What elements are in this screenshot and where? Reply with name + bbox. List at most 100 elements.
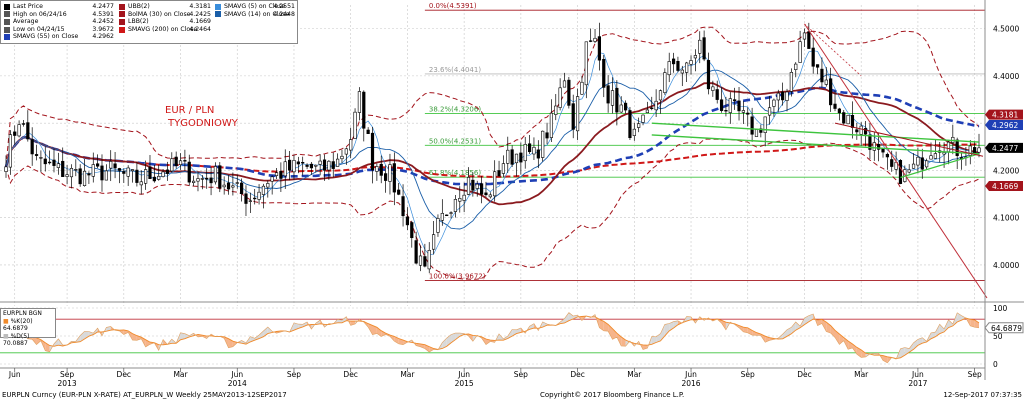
price-axis-tick: 4.1000 bbox=[993, 214, 1019, 223]
candle-body bbox=[114, 164, 117, 168]
candle-body bbox=[336, 159, 339, 166]
candle-body bbox=[131, 170, 134, 171]
x-axis-month-label: Sep bbox=[60, 370, 74, 379]
legend-label: Average bbox=[13, 18, 38, 26]
candle-body bbox=[655, 101, 658, 110]
candle-body bbox=[842, 113, 845, 124]
candle-body bbox=[358, 91, 361, 112]
candle-body bbox=[31, 140, 34, 154]
footer: EURPLN Curncy (EUR-PLN X-RATE) AT_EURPLN… bbox=[0, 391, 1024, 401]
candle-body bbox=[306, 165, 309, 166]
candle-body bbox=[585, 42, 588, 85]
candle-body bbox=[27, 123, 30, 139]
candle-body bbox=[572, 104, 575, 130]
candle-body bbox=[240, 183, 243, 194]
candle-body bbox=[463, 195, 466, 200]
candle-body bbox=[768, 108, 771, 115]
candle-body bbox=[467, 177, 470, 194]
candle-body bbox=[576, 97, 579, 131]
legend-label: High on 06/24/16 bbox=[13, 11, 67, 19]
candle-body bbox=[554, 106, 557, 115]
legend-value: 4.2448 bbox=[273, 11, 295, 19]
legend-swatch bbox=[215, 4, 221, 10]
candle-body bbox=[419, 256, 422, 265]
candle-body bbox=[851, 115, 854, 127]
candle-body bbox=[838, 109, 841, 113]
candle-body bbox=[127, 168, 130, 176]
price-label-text: 4.2477 bbox=[992, 144, 1018, 153]
candle-body bbox=[188, 162, 191, 182]
price-label-text: 4.3181 bbox=[992, 111, 1018, 120]
candle-body bbox=[550, 113, 553, 137]
chart-title-line1: EUR / PLN bbox=[165, 105, 214, 116]
candle-body bbox=[166, 170, 169, 174]
candle-body bbox=[611, 91, 614, 106]
candle-body bbox=[476, 184, 479, 188]
candle-body bbox=[258, 192, 261, 199]
candle-body bbox=[441, 213, 444, 220]
candle bbox=[568, 77, 571, 109]
x-axis-month-label: Mar bbox=[627, 370, 642, 379]
candle-body bbox=[847, 115, 850, 124]
candle-body bbox=[5, 167, 8, 172]
fibonacci-level-label: 23.6%(4.4041) bbox=[429, 66, 481, 74]
candle-body bbox=[646, 110, 649, 113]
candle-body bbox=[502, 164, 505, 174]
candle-body bbox=[301, 162, 304, 163]
candle-body bbox=[707, 60, 710, 89]
price-label-text: 4.2962 bbox=[992, 121, 1018, 130]
candle-body bbox=[672, 59, 675, 64]
candle-body bbox=[664, 73, 667, 93]
legend-swatch bbox=[4, 19, 10, 25]
candle-body bbox=[35, 154, 38, 155]
x-axis-year-label: 2016 bbox=[681, 379, 700, 388]
fibonacci-level-label: 0.0%(4.5391) bbox=[429, 2, 477, 10]
candle-body bbox=[781, 92, 784, 100]
price-axis-tick: 4.4000 bbox=[993, 72, 1019, 81]
legend-value: 4.2464 bbox=[189, 26, 211, 34]
price-label: 4.1669 bbox=[985, 181, 1023, 191]
legend-swatch bbox=[119, 27, 125, 33]
candle-body bbox=[816, 65, 819, 68]
candle-body bbox=[825, 80, 828, 84]
candle-body bbox=[642, 115, 645, 122]
candle-body bbox=[44, 159, 47, 164]
oscillator-legend-k: ■ %K(20) 64.6879 bbox=[3, 318, 53, 333]
candle-body bbox=[249, 201, 252, 202]
candle-body bbox=[546, 133, 549, 138]
candle-body bbox=[581, 82, 584, 94]
candle-body bbox=[790, 72, 793, 91]
candle-body bbox=[777, 93, 780, 100]
candle-body bbox=[66, 175, 69, 177]
x-axis-month-label: Sep bbox=[968, 370, 982, 379]
candle-body bbox=[681, 70, 684, 73]
legend-label: UBB(2) bbox=[128, 3, 150, 11]
candle bbox=[354, 108, 357, 139]
x-axis-month-label: Jun bbox=[8, 370, 21, 379]
candle bbox=[541, 131, 544, 162]
candle-body bbox=[171, 159, 174, 171]
candle-body bbox=[205, 178, 208, 179]
oscillator-axis-tick: 50 bbox=[993, 332, 1003, 341]
candle-body bbox=[362, 92, 365, 128]
candle-body bbox=[746, 113, 749, 114]
candle-body bbox=[354, 112, 357, 138]
candle-body bbox=[437, 218, 440, 232]
legend-value: 4.2962 bbox=[92, 33, 114, 41]
candle-body bbox=[384, 174, 387, 181]
price-axis-tick: 4.5000 bbox=[993, 25, 1019, 34]
candle-body bbox=[48, 162, 51, 163]
candle-body bbox=[123, 172, 126, 174]
x-axis-month-label: Jun bbox=[684, 370, 697, 379]
candle-body bbox=[620, 105, 623, 112]
candle-body bbox=[493, 172, 496, 196]
candle-body bbox=[860, 126, 863, 134]
candle-body bbox=[698, 40, 701, 53]
oscillator-legend-d: ■ %D(5) 70.0887 bbox=[3, 333, 53, 348]
